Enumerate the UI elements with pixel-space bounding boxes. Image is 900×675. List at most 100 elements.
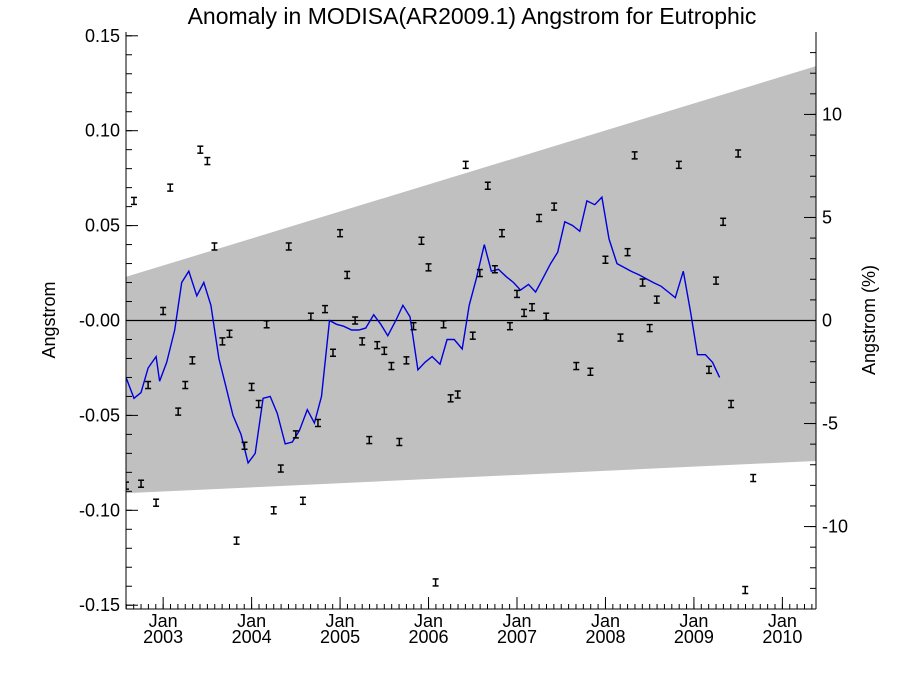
data-point: [285, 242, 292, 251]
data-point: [241, 441, 248, 451]
data-point: [344, 270, 351, 280]
data-point: [476, 268, 483, 278]
data-point: [182, 380, 189, 390]
data-point: [506, 321, 513, 331]
data-point: [403, 356, 410, 365]
data-point: [175, 407, 182, 416]
data-point: [167, 183, 174, 192]
data-point: [263, 320, 270, 329]
x-tick-month-label: Jan: [768, 611, 797, 631]
x-tick-year-label: 2007: [497, 627, 537, 647]
x-tick-month-label: Jan: [502, 611, 531, 631]
x-tick-year-label: 2004: [232, 627, 272, 647]
data-point: [322, 304, 329, 314]
data-point: [646, 323, 653, 333]
x-tick-month-label: Jan: [679, 611, 708, 631]
data-point: [447, 394, 454, 403]
x-tick-year-label: 2010: [762, 627, 802, 647]
data-point: [521, 308, 528, 318]
y-tick-label: -0.10: [79, 500, 120, 520]
data-point: [425, 263, 432, 272]
data-point: [631, 151, 638, 160]
y2-tick-label: -5: [822, 414, 838, 434]
data-point: [514, 289, 520, 299]
data-point: [484, 181, 491, 190]
data-point: [330, 348, 336, 358]
data-point: [337, 228, 344, 238]
data-point: [602, 255, 609, 265]
x-tick-month-label: Jan: [591, 611, 620, 631]
data-point: [130, 196, 137, 206]
data-point: [462, 160, 469, 170]
data-point: [126, 481, 129, 490]
data-point: [233, 536, 240, 545]
y-tick-label: -0.05: [79, 405, 120, 425]
data-point: [381, 346, 388, 356]
data-point: [153, 498, 160, 507]
x-tick-month-label: Jan: [149, 611, 178, 631]
data-point: [374, 340, 381, 350]
data-point: [299, 496, 306, 506]
data-point: [145, 380, 152, 390]
data-point: [469, 331, 476, 340]
x-tick-year-label: 2008: [585, 627, 625, 647]
y-tick-label: -0.15: [79, 595, 120, 615]
data-point: [742, 585, 749, 595]
data-point: [277, 464, 284, 473]
data-point: [314, 418, 321, 428]
data-point: [307, 312, 314, 321]
chart-title: Anomaly in MODISA(AR2009.1) Angstrom for…: [188, 3, 757, 29]
data-point: [498, 228, 505, 238]
plot-area: [126, 66, 816, 595]
data-point: [529, 302, 536, 312]
data-point: [138, 479, 145, 488]
x-tick-month-label: Jan: [326, 611, 355, 631]
data-point: [352, 316, 359, 325]
axes: 0.15 0.10 0.05 -0.00 -0.05 -0.10 -0.15 10 5 0 -5 -1…: [79, 26, 848, 647]
data-point: [359, 337, 366, 346]
data-point: [410, 321, 417, 331]
data-point: [675, 160, 682, 170]
data-point: [573, 361, 580, 371]
y2-tick-label: 10: [822, 104, 842, 124]
data-point: [160, 306, 167, 316]
data-point: [396, 437, 403, 447]
x-tick-month-label: Jan: [414, 611, 443, 631]
data-point: [713, 276, 720, 285]
y-tick-label: 0.15: [85, 26, 120, 46]
data-point: [366, 435, 373, 445]
data-point: [432, 578, 439, 587]
data-point: [255, 399, 262, 409]
data-point: [292, 430, 299, 439]
y2-axis-label: Angstrom (%): [859, 265, 879, 375]
y-tick-label: 0.10: [85, 121, 120, 141]
data-point: [587, 367, 594, 376]
data-point: [219, 337, 226, 346]
data-point: [720, 217, 727, 227]
data-point: [440, 320, 447, 329]
data-point: [189, 356, 196, 365]
data-point: [491, 265, 498, 274]
y-axis-label: Angstrom: [39, 281, 59, 358]
data-point: [639, 278, 646, 287]
data-point: [728, 399, 735, 409]
data-point: [750, 473, 757, 483]
data-point: [211, 242, 218, 251]
data-point: [653, 295, 660, 304]
data-point: [705, 365, 712, 375]
x-tick-year-label: 2009: [674, 627, 714, 647]
y2-tick-label: 5: [822, 207, 832, 227]
x-tick-year-label: 2005: [320, 627, 360, 647]
data-point: [270, 506, 277, 515]
x-tick-year-label: 2003: [143, 627, 183, 647]
data-point: [204, 156, 211, 166]
confidence-band: [126, 66, 816, 494]
data-point: [418, 236, 425, 246]
y-tick-label: -0.00: [79, 311, 120, 331]
data-point: [248, 382, 255, 392]
data-point: [197, 145, 204, 154]
y-tick-label: 0.05: [85, 216, 120, 236]
smoothed-anomaly-line: [126, 195, 721, 465]
data-point: [735, 149, 742, 158]
